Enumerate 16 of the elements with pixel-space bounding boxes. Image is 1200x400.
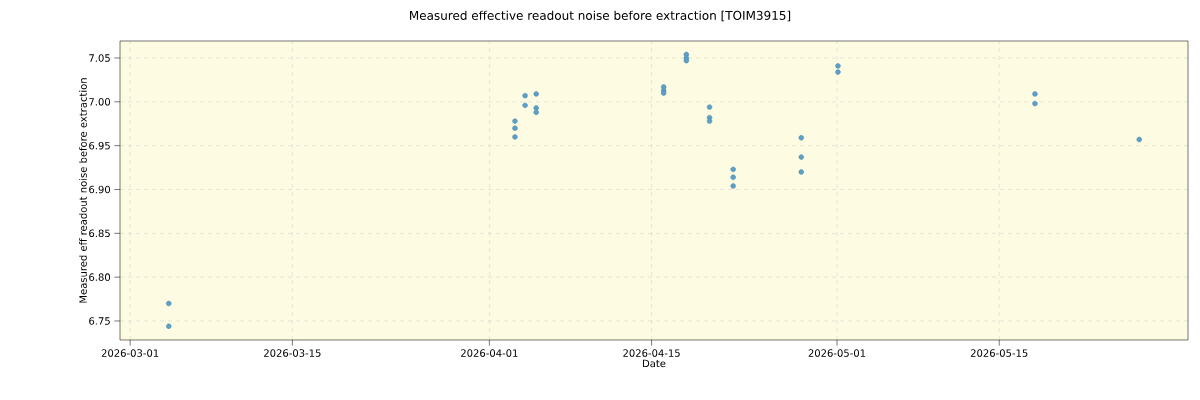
y-tick-label: 7.05 <box>89 54 110 62</box>
y-tick-label: 6.90 <box>89 185 111 194</box>
x-tick-label: 2026-04-15 <box>623 349 680 357</box>
chart-title: Measured effective readout noise before extraction [TOIM3915] <box>410 10 791 22</box>
y-tick-label: 6.75 <box>89 317 110 325</box>
x-tick-label: 2026-03-01 <box>101 349 159 357</box>
x-tick-label: 2026-03-15 <box>264 349 321 357</box>
y-tick-label: 6.80 <box>89 273 111 281</box>
x-tick-label: 2026-04-01 <box>461 349 518 357</box>
y-tick-label: 7.00 <box>89 98 111 106</box>
x-tick-label: 2026-05-01 <box>808 349 866 357</box>
y-axis-title: Measured eff readout noise before extraction <box>79 78 87 303</box>
y-tick-label: 6.85 <box>89 229 110 238</box>
x-axis-title: Date <box>643 359 666 368</box>
x-tick-label: 2026-05-15 <box>970 349 1028 357</box>
y-tick-label: 6.95 <box>89 141 110 150</box>
